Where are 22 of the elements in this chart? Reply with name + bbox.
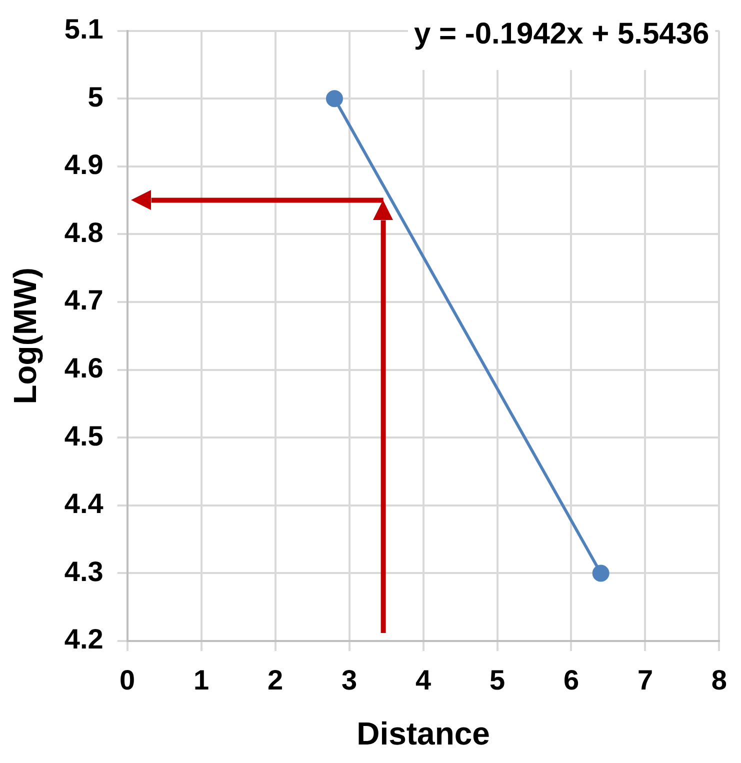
x-axis-title: Distance — [356, 716, 490, 752]
y-tick-label: 4.6 — [64, 352, 104, 384]
y-tick-label: 4.2 — [64, 624, 104, 655]
y-tick-label: 5 — [88, 81, 104, 112]
x-tick-label: 5 — [489, 664, 506, 696]
y-tick-label: 4.8 — [64, 216, 104, 248]
annotation: y = -0.1942x + 5.5436 — [414, 17, 710, 50]
x-tick-label: 3 — [341, 664, 358, 696]
x-tick-label: 2 — [268, 664, 284, 696]
x-tick-label: 8 — [711, 664, 728, 696]
y-tick-label: 4.4 — [64, 488, 104, 520]
x-tick-label: 4 — [415, 664, 432, 696]
y-tick-label: 4.9 — [64, 149, 104, 180]
y-tick-label: 5.1 — [64, 14, 104, 45]
x-tick-label: 7 — [637, 664, 654, 696]
y-tick-label: 4.3 — [64, 556, 104, 587]
x-tick-label: 1 — [194, 664, 210, 696]
x-tick-label: 6 — [563, 664, 580, 696]
y-tick-label: 4.7 — [64, 284, 104, 316]
y-axis-title: Log(MW) — [7, 267, 44, 404]
y-tick-label: 4.5 — [64, 420, 104, 452]
x-tick-label: 0 — [120, 664, 136, 696]
